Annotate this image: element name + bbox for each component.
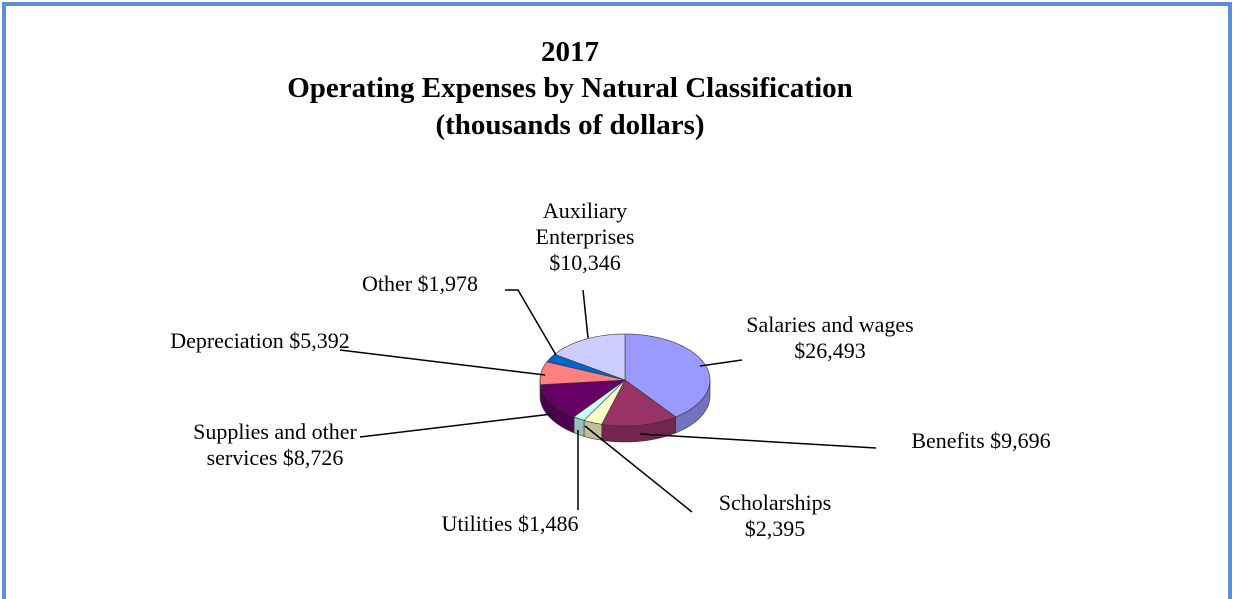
slice-label: Other $1,978 — [320, 271, 520, 297]
leader-line — [359, 413, 553, 438]
leader-line — [339, 349, 546, 376]
slice-label: Utilities $1,486 — [410, 511, 610, 537]
chart-title: (thousands of dollars) — [435, 109, 705, 141]
category-label: Supplies and other services — [193, 419, 357, 470]
category-label: Depreciation — [170, 328, 284, 353]
chart-title: 2017 — [541, 36, 599, 68]
chart-title: Operating Expenses by Natural Classifica… — [287, 72, 853, 104]
slice-label: Depreciation $5,392 — [160, 328, 360, 354]
value-label: $1,486 — [517, 511, 579, 536]
slice-label: Scholarships $2,395 — [695, 490, 855, 542]
category-label: Salaries and wages — [746, 312, 914, 337]
slice — [583, 379, 626, 425]
value-label: $9,696 — [990, 428, 1051, 453]
value-label: $1,978 — [417, 271, 479, 296]
leader-line — [584, 425, 693, 513]
category-label: Other — [361, 271, 413, 296]
value-label: $26,493 — [794, 338, 866, 363]
leader-line — [582, 289, 589, 339]
category-label: Auxiliary Enterprises — [535, 198, 635, 249]
slice-label: Auxiliary Enterprises $10,346 — [500, 198, 670, 276]
slice — [601, 379, 677, 427]
category-label: Scholarships — [718, 490, 832, 515]
value-label: $8,726 — [282, 445, 344, 470]
slice-label: Benefits $9,696 — [876, 428, 1086, 454]
category-label: Utilities — [441, 511, 513, 536]
slice-label: Salaries and wages $26,493 — [720, 312, 940, 364]
leader-line — [639, 433, 877, 449]
value-label: $5,392 — [289, 328, 350, 353]
category-label: Benefits — [911, 428, 985, 453]
leader-line — [699, 359, 743, 367]
value-label: $2,395 — [744, 516, 806, 541]
slice-label: Supplies and other services $8,726 — [175, 419, 375, 471]
leader-line — [505, 289, 557, 356]
slice — [540, 379, 627, 418]
value-label: $10,346 — [549, 250, 621, 275]
slice — [553, 333, 626, 381]
slice — [546, 353, 626, 381]
slice — [539, 361, 626, 386]
